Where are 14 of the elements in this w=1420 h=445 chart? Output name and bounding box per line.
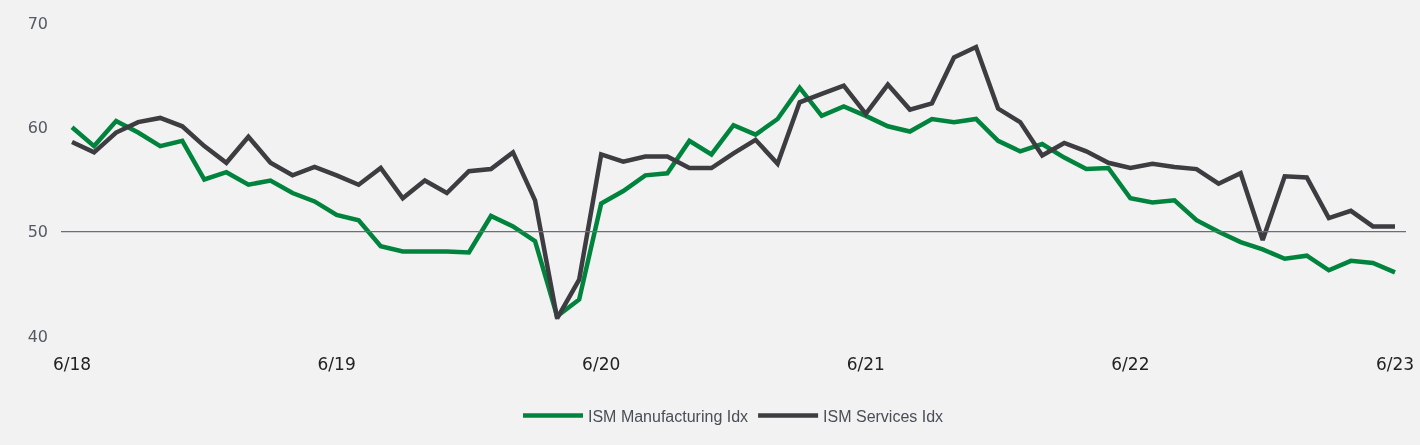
- line-series: [69, 44, 1398, 321]
- x-tick-label: 6/18: [52, 354, 92, 374]
- y-tick-label: 60: [27, 117, 48, 137]
- x-tick-label: 6/19: [317, 354, 356, 374]
- legend-label: ISM Manufacturing Idx: [588, 407, 749, 425]
- line-series: [69, 85, 1398, 319]
- y-tick-label: 40: [27, 326, 48, 346]
- y-tick-label: 50: [27, 222, 48, 242]
- y-tick-label: 70: [27, 13, 48, 33]
- x-tick-label: 6/20: [582, 354, 621, 374]
- x-tick-label: 6/21: [846, 354, 885, 374]
- x-tick-label: 6/22: [1111, 354, 1150, 374]
- x-tick-label: 6/23: [1375, 354, 1415, 374]
- legend-label: ISM Services Idx: [823, 407, 944, 425]
